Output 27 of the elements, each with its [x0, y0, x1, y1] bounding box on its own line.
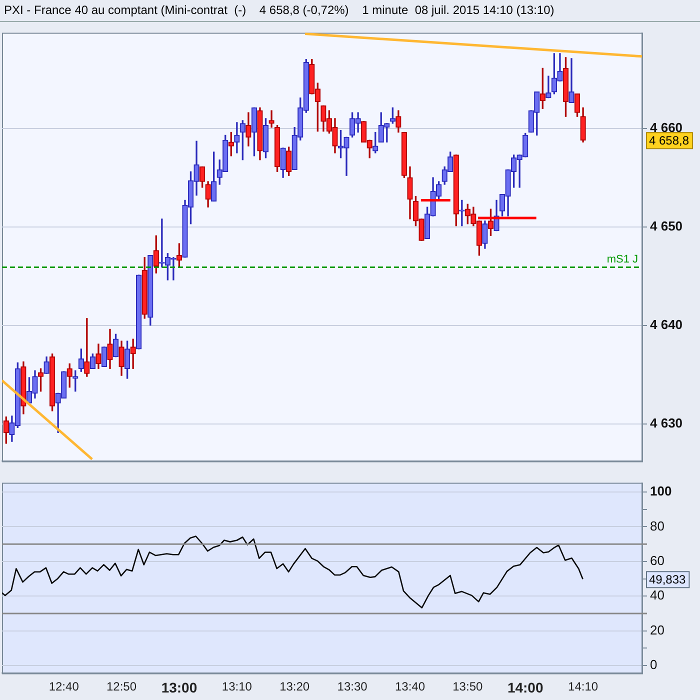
x-tick-label: 13:30 [337, 680, 368, 694]
y-tick-label: 4 630 [650, 415, 683, 430]
y-tick-label: 60 [650, 553, 664, 568]
x-tick-label: 14:10 [568, 680, 598, 694]
text: 4 658,8 [649, 133, 690, 148]
ref-line-label: mS1 J [606, 254, 638, 266]
y-tick-label: 4 640 [650, 316, 683, 332]
x-tick-label: 13:50 [452, 680, 483, 694]
y-tick-label: 4 660 [650, 120, 683, 135]
x-tick-label: 14:00 [507, 679, 544, 696]
y-tick-label: 100 [650, 484, 672, 499]
y-tick-label: 20 [650, 622, 664, 638]
x-tick-label: 13:00 [161, 679, 198, 696]
y-tick-label: 80 [650, 518, 664, 534]
x-tick-label: 12:50 [106, 680, 137, 694]
candlestick [234, 122, 240, 154]
x-tick-label: 13:40 [394, 680, 426, 694]
x-tick-label: 13:10 [222, 680, 252, 694]
x-tick-label: 13:20 [280, 680, 310, 694]
chart-title: PXI - France 40 au comptant (Mini-contrat (-) 4 658,8 (-0,72%) 1 minute 08 juil. 2015 14:10 (13:10) [0, 0, 700, 22]
candlestick [568, 58, 574, 104]
text: 49,833 [649, 572, 686, 586]
y-tick-label: 4 650 [650, 218, 683, 234]
x-tick-label: 12:40 [48, 680, 80, 694]
y-tick-label: 40 [650, 588, 664, 603]
y-tick-label: 0 [650, 657, 658, 672]
candlestick [268, 110, 274, 128]
